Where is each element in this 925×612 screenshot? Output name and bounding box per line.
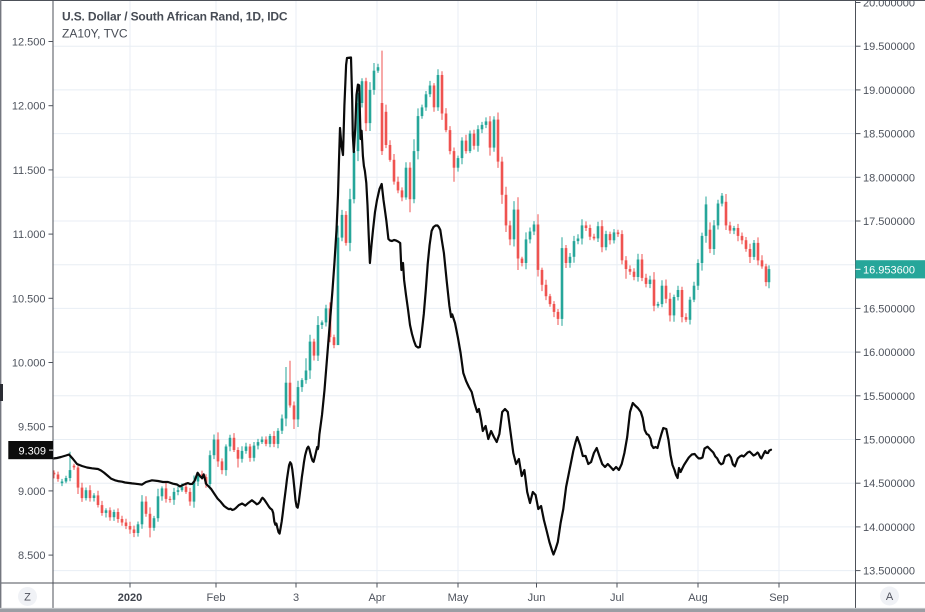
svg-text:12.500: 12.500 — [12, 37, 46, 49]
svg-text:17.500000: 17.500000 — [863, 216, 915, 228]
svg-text:18.500000: 18.500000 — [863, 129, 915, 141]
svg-text:18.000000: 18.000000 — [863, 172, 915, 184]
svg-text:12.000: 12.000 — [12, 101, 46, 113]
svg-text:8.500: 8.500 — [18, 550, 46, 562]
svg-text:2020: 2020 — [118, 592, 142, 604]
svg-text:ZA10Y, TVC: ZA10Y, TVC — [62, 27, 128, 41]
svg-text:May: May — [448, 592, 469, 604]
svg-text:16.953600: 16.953600 — [863, 264, 915, 276]
svg-text:15.000000: 15.000000 — [863, 435, 915, 447]
svg-text:15.500000: 15.500000 — [863, 391, 915, 403]
svg-text:11.500: 11.500 — [13, 165, 46, 177]
svg-text:20.000000: 20.000000 — [863, 0, 915, 10]
svg-text:A: A — [886, 591, 894, 603]
svg-text:Apr: Apr — [368, 592, 385, 604]
svg-text:10.500: 10.500 — [12, 293, 46, 305]
svg-text:16.000000: 16.000000 — [863, 347, 915, 359]
svg-text:U.S. Dollar / South African Ra: U.S. Dollar / South African Rand, 1D, ID… — [62, 10, 288, 24]
svg-text:14.500000: 14.500000 — [863, 478, 915, 490]
svg-text:3: 3 — [293, 592, 299, 604]
svg-text:9.500: 9.500 — [18, 422, 46, 434]
svg-text:9.000: 9.000 — [18, 486, 46, 498]
svg-text:16.500000: 16.500000 — [863, 303, 915, 315]
svg-text:14.000000: 14.000000 — [863, 522, 915, 534]
svg-text:Sep: Sep — [769, 592, 789, 604]
svg-text:11.000: 11.000 — [13, 229, 46, 241]
svg-text:Feb: Feb — [207, 592, 226, 604]
svg-text:10.000: 10.000 — [12, 358, 46, 370]
svg-text:Jun: Jun — [528, 592, 546, 604]
svg-text:Jul: Jul — [610, 592, 624, 604]
svg-text:9.309: 9.309 — [18, 446, 46, 458]
svg-text:Z: Z — [24, 592, 31, 604]
svg-text:19.000000: 19.000000 — [863, 85, 915, 97]
svg-text:13.500000: 13.500000 — [863, 566, 915, 578]
svg-text:Aug: Aug — [688, 592, 708, 604]
svg-text:19.500000: 19.500000 — [863, 41, 915, 53]
